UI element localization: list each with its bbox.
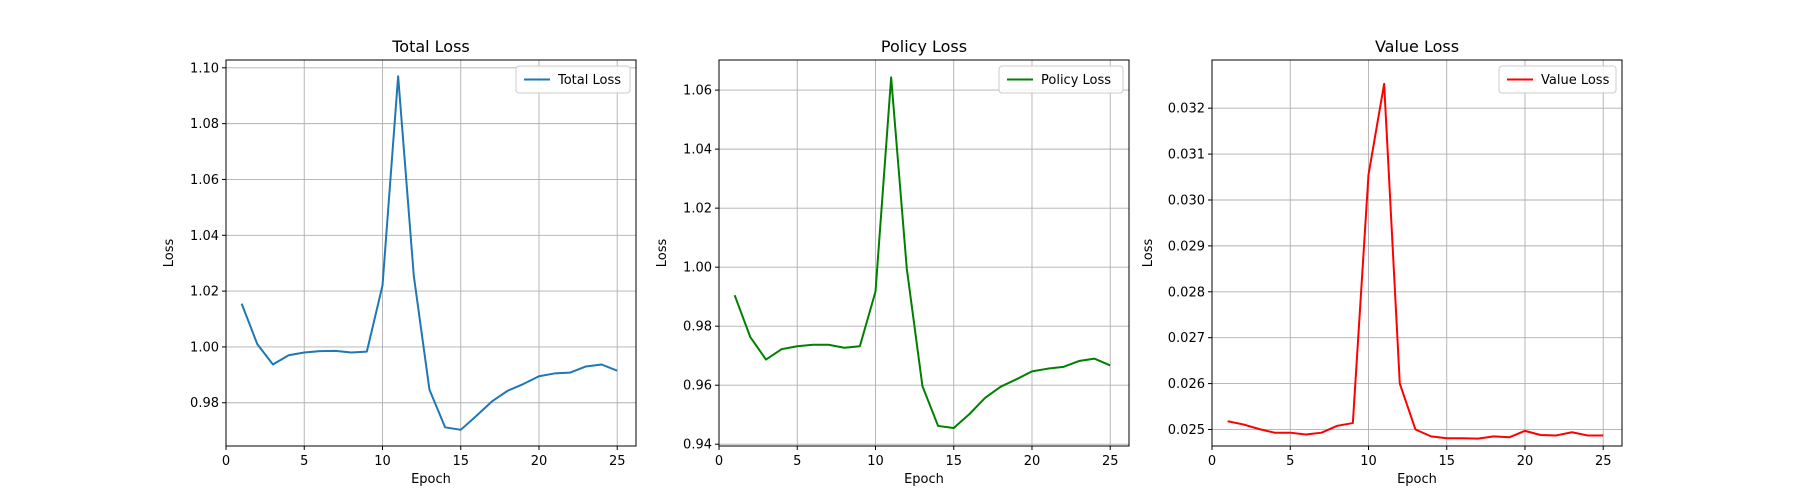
total-legend: Total Loss [515,65,631,94]
value-x-tick-label: 20 [1517,454,1534,469]
policy-series-line [733,76,1111,429]
value-x-tick-label: 0 [1208,454,1216,469]
value-y-axis-label: Loss [1141,239,1156,268]
total-y-tick-label: 1.00 [190,340,219,355]
total-y-axis-label: Loss [162,239,177,268]
total-x-tick-label: 10 [374,454,391,469]
total-series-line [240,75,618,431]
total-chart-title: Total Loss [391,37,470,56]
policy-y-tick-label: 0.98 [683,320,712,335]
value-y-tick-label: 0.025 [1168,423,1205,438]
total-x-tick-label: 20 [531,454,548,469]
total-x-tick-label: 0 [222,454,230,469]
policy-legend: Policy Loss [998,65,1124,94]
policy-legend-box [998,65,1124,94]
value-x-tick-label: 25 [1595,454,1612,469]
value-x-tick-label: 10 [1360,454,1377,469]
value-y-tick-label: 0.027 [1168,331,1205,346]
total-legend-label: Total Loss [557,73,621,88]
policy-chart: Policy Loss 0 5 10 15 20 25 0.94 0.96 0.98 1.00 1.0… [655,37,1130,487]
value-x-tick-label: 5 [1286,454,1294,469]
total-x-tick-label: 5 [300,454,308,469]
policy-chart-title: Policy Loss [881,37,967,56]
value-y-tick-label: 0.032 [1168,102,1205,117]
total-y-tick-label: 1.04 [190,229,219,244]
total-x-tick-label: 15 [452,454,469,469]
value-legend: Value Loss [1498,65,1617,94]
value-series-line [1227,82,1604,440]
total-axes-frame [225,59,637,447]
value-legend-box [1498,65,1617,94]
total-y-tick-label: 1.06 [190,173,219,188]
value-y-tick-label: 0.028 [1168,285,1205,300]
total-y-tick-label: 1.02 [190,285,219,300]
total-x-axis-label: Epoch [411,472,451,487]
value-axes-frame [1211,59,1623,447]
total-y-tick-label: 1.08 [190,117,219,132]
policy-y-tick-label: 0.94 [683,438,712,453]
policy-y-tick-label: 1.06 [683,84,712,99]
value-x-tick-label: 15 [1438,454,1455,469]
policy-x-tick-label: 25 [1102,454,1119,469]
policy-x-axis-label: Epoch [904,472,944,487]
policy-y-tick-label: 1.00 [683,261,712,276]
value-x-axis-label: Epoch [1397,472,1437,487]
policy-y-axis-label: Loss [655,239,670,268]
value-legend-label: Value Loss [1541,73,1610,88]
total-y-tick-label: 0.98 [190,396,219,411]
total-chart: Total Loss 0 5 10 15 20 25 0.98 1.00 1.02 1.04 1.06… [162,37,637,487]
value-y-tick-label: 0.029 [1168,239,1205,254]
policy-x-tick-label: 20 [1024,454,1041,469]
value-y-tick-label: 0.031 [1168,148,1205,163]
policy-x-tick-label: 5 [793,454,801,469]
total-x-tick-label: 25 [609,454,626,469]
total-legend-box [515,65,631,94]
policy-x-tick-label: 10 [867,454,884,469]
policy-x-tick-label: 0 [715,454,723,469]
policy-legend-label: Policy Loss [1041,73,1111,88]
policy-y-tick-label: 1.04 [683,143,712,158]
total-y-tick-label: 1.10 [190,61,219,76]
policy-y-tick-label: 0.96 [683,379,712,394]
policy-axes-frame [718,59,1130,447]
value-chart-title: Value Loss [1375,37,1459,56]
value-y-tick-label: 0.026 [1168,377,1205,392]
value-y-tick-label: 0.030 [1168,193,1205,208]
policy-x-tick-label: 15 [945,454,962,469]
value-chart: Value Loss 0 5 10 15 20 25 0.025 0.026 0.027 0.028… [1141,37,1623,487]
policy-y-tick-label: 1.02 [683,202,712,217]
